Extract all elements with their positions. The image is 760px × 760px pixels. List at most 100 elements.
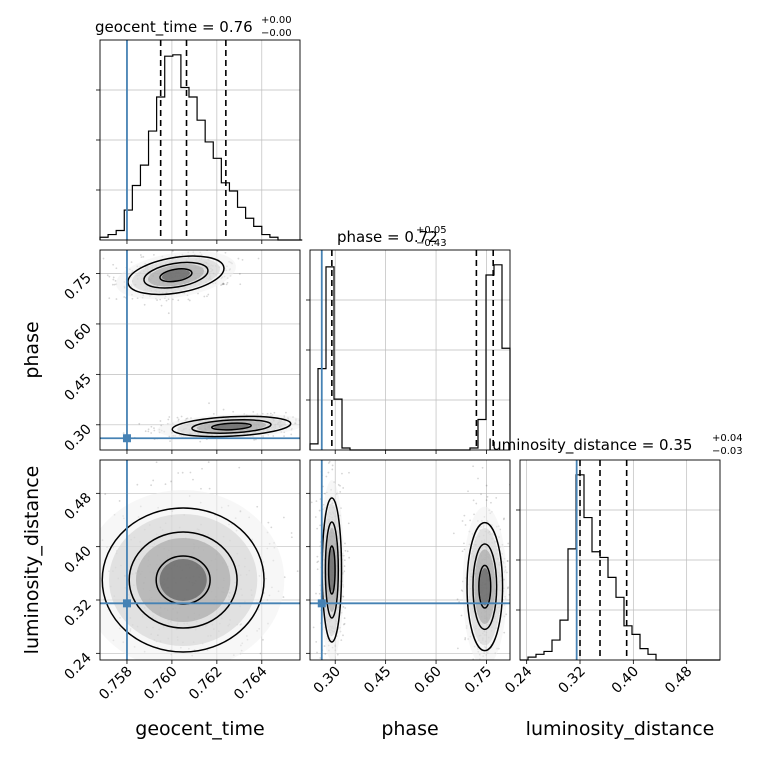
sample-point xyxy=(111,283,114,286)
svg-text:+0.04: +0.04 xyxy=(712,433,743,444)
tick-label-luminosity_distance: 0.48 xyxy=(662,664,695,697)
contour xyxy=(478,564,492,609)
sample-point xyxy=(201,467,203,470)
sample-point xyxy=(81,524,83,526)
sample-point xyxy=(216,250,219,253)
density-fill xyxy=(479,568,490,606)
sample-point xyxy=(485,499,488,502)
sample-point xyxy=(340,639,343,642)
sample-point xyxy=(172,298,174,301)
sample-point xyxy=(164,483,167,486)
sample-point xyxy=(232,410,235,413)
sample-point xyxy=(461,520,464,522)
sample-point xyxy=(270,526,273,529)
sample-point xyxy=(167,418,170,421)
sample-point xyxy=(343,565,346,568)
sample-point xyxy=(115,298,118,300)
joint-luminosity_distance_vs_geocent_time xyxy=(81,452,317,689)
sample-point xyxy=(113,452,115,454)
sample-point xyxy=(153,429,156,432)
tick-label-phase: 0.60 xyxy=(61,320,94,353)
sample-point xyxy=(327,471,330,474)
contour xyxy=(324,521,340,619)
sample-point xyxy=(150,484,153,487)
sample-point xyxy=(283,435,285,438)
sample-point xyxy=(177,299,180,302)
tick-label-phase: 0.30 xyxy=(311,664,344,697)
contour xyxy=(466,521,504,652)
sample-point xyxy=(452,532,455,535)
sample-point xyxy=(511,561,513,563)
sample-point xyxy=(160,304,163,307)
sample-point xyxy=(118,500,121,502)
contour xyxy=(127,255,225,296)
contour xyxy=(128,531,238,629)
sample-point xyxy=(472,499,475,502)
sample-point xyxy=(319,524,322,527)
sample-point xyxy=(502,518,505,521)
sample-point xyxy=(199,440,202,443)
sample-point xyxy=(147,428,150,431)
tick-label-phase: 0.75 xyxy=(61,270,94,303)
sample-point xyxy=(315,633,317,635)
panel-luminosity_distance_vs_geocent_time xyxy=(99,459,301,661)
sample-point xyxy=(168,416,171,418)
sample-point xyxy=(514,553,516,555)
sample-point xyxy=(241,258,244,261)
sample-point xyxy=(315,641,318,643)
sample-point xyxy=(316,555,319,558)
sample-point xyxy=(506,560,509,562)
sample-point xyxy=(461,550,464,553)
sample-point xyxy=(327,462,330,464)
tick-label-luminosity_distance: 0.40 xyxy=(609,664,642,697)
sample-point xyxy=(495,497,498,499)
ylabel-luminosity_distance: luminosity_distance xyxy=(21,466,43,655)
contour xyxy=(191,418,272,434)
sample-point xyxy=(460,589,463,592)
sample-point xyxy=(153,427,155,430)
sample-point xyxy=(224,251,227,254)
sample-point xyxy=(506,560,509,562)
sample-point xyxy=(161,247,163,249)
sample-point xyxy=(180,415,183,418)
sample-point xyxy=(314,531,316,533)
tick-label-luminosity_distance: 0.24 xyxy=(502,663,535,696)
sample-point xyxy=(485,484,488,487)
sample-point xyxy=(302,418,304,420)
tick-label-luminosity_distance: 0.32 xyxy=(61,597,94,630)
sample-point xyxy=(319,657,322,659)
sample-point xyxy=(222,283,225,285)
sample-point xyxy=(339,491,342,493)
sample-point xyxy=(315,500,318,503)
sample-point xyxy=(170,687,172,689)
tick-label-luminosity_distance: 0.24 xyxy=(61,650,94,683)
sample-point xyxy=(269,412,272,415)
sample-point xyxy=(339,484,341,487)
sample-point xyxy=(300,417,302,419)
sample-point xyxy=(94,631,96,633)
xlabel-phase: phase xyxy=(381,718,438,740)
title-phase-plus: +0.05 xyxy=(416,225,447,236)
sample-point xyxy=(108,297,111,300)
tick-label-luminosity_distance: 0.32 xyxy=(555,664,588,697)
sample-point xyxy=(208,487,211,490)
sample-point xyxy=(140,256,143,259)
sample-point xyxy=(316,561,319,564)
sample-point xyxy=(462,728,464,730)
sample-point xyxy=(222,283,225,286)
sample-point xyxy=(503,517,505,520)
sample-point xyxy=(86,633,88,635)
sample-point xyxy=(123,687,125,689)
sample-point xyxy=(73,304,75,306)
sample-point xyxy=(267,521,270,524)
sample-point xyxy=(310,501,313,504)
sample-point xyxy=(96,650,98,652)
sample-point xyxy=(285,411,287,414)
sample-point xyxy=(113,283,116,286)
panel-luminosity_distance_vs_phase xyxy=(309,459,511,661)
xlabel-geocent_time: geocent_time xyxy=(135,718,264,740)
svg-text:+0.05: +0.05 xyxy=(416,225,447,236)
contour xyxy=(159,268,193,283)
sample-point xyxy=(306,434,308,436)
